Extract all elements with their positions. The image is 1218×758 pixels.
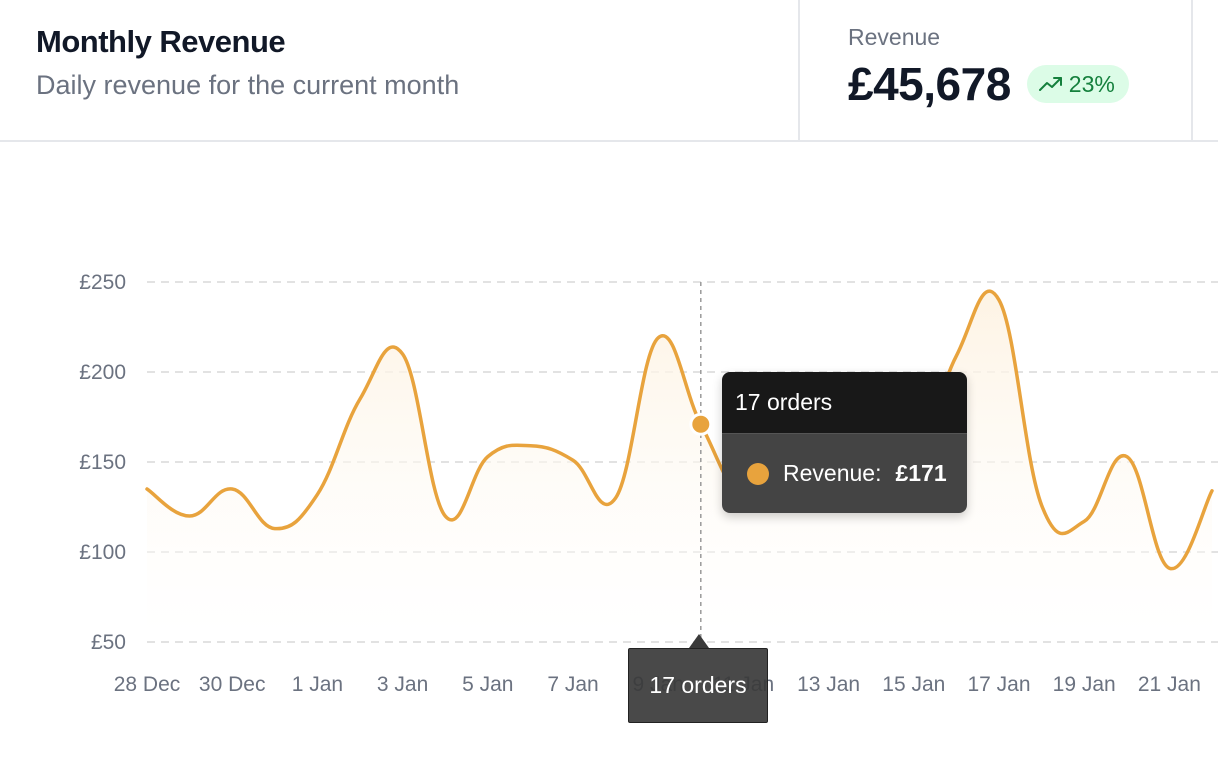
tooltip-body: Revenue: £171 (722, 434, 967, 513)
stat-label: Revenue (848, 24, 941, 50)
revenue-area (147, 291, 1212, 637)
series-color-dot (747, 462, 769, 485)
page-title: Monthly Revenue (36, 24, 286, 59)
revenue-stat: Revenue £45,678 23% (848, 22, 1129, 112)
x-tick-label: 5 Jan (462, 673, 513, 696)
x-tick-label: 1 Jan (292, 673, 343, 696)
x-tooltip-arrow (689, 634, 709, 648)
tooltip-series-value: £171 (895, 460, 947, 486)
active-point[interactable] (689, 412, 713, 436)
tooltip-heading: 17 orders (722, 372, 967, 434)
x-tick-label: 17 Jan (967, 673, 1030, 696)
tooltip-series-label: Revenue: (783, 460, 882, 486)
y-tick-label: £50 (91, 631, 126, 654)
title-block: Monthly Revenue Daily revenue for the cu… (36, 22, 459, 102)
change-badge: 23% (1026, 65, 1129, 103)
x-tick-label: 19 Jan (1053, 673, 1116, 696)
page-subtitle: Daily revenue for the current month (36, 70, 460, 100)
revenue-line-chart[interactable]: £50 £100 £150 £200 £250 28 Dec 30 Dec 1 Jan 3 J… (0, 142, 1218, 742)
y-tick-label: £250 (79, 271, 126, 294)
y-tick-label: £150 (79, 451, 126, 474)
x-tick-label: 3 Jan (377, 673, 428, 696)
stat-value: £45,678 (848, 58, 1011, 110)
revenue-line (145, 289, 1214, 571)
y-tick-label: £100 (79, 541, 126, 564)
trending-up-icon (1038, 77, 1062, 91)
stat-divider-left (798, 0, 800, 142)
x-tick-label: 13 Jan (797, 673, 860, 696)
chart-tooltip: 17 orders Revenue: £171 (722, 372, 967, 513)
y-tick-label: £200 (79, 361, 126, 384)
x-tick-label: 30 Dec (199, 673, 266, 696)
x-tick-label: 21 Jan (1138, 673, 1201, 696)
x-axis-tooltip: 17 orders (628, 648, 768, 723)
y-axis-ticks: £50 £100 £150 £200 £250 (79, 271, 126, 654)
change-value: 23% (1068, 70, 1115, 97)
stat-row: £45,678 23% (848, 56, 1129, 112)
stat-divider-right (1191, 0, 1193, 142)
x-tick-label: 15 Jan (882, 673, 945, 696)
chart-header: Monthly Revenue Daily revenue for the cu… (0, 0, 1218, 142)
x-tick-label: 28 Dec (114, 673, 181, 696)
x-tick-label: 7 Jan (547, 673, 598, 696)
